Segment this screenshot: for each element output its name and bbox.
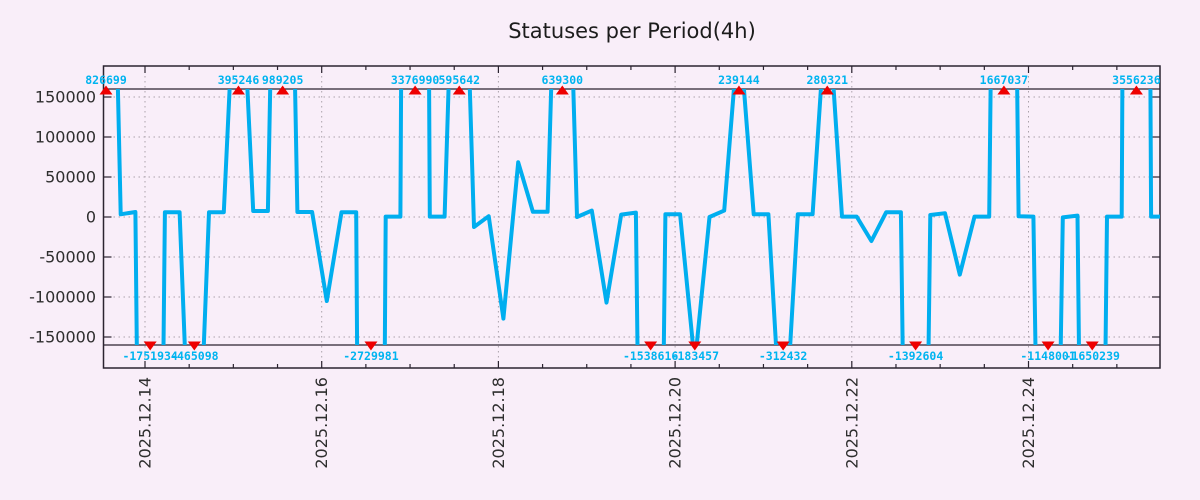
x-axis-tick-label: 2025.12.16 [312, 377, 331, 469]
trough-marker-icon [909, 341, 923, 351]
peak-marker-icon [555, 85, 569, 95]
y-axis-tick-label: -50000 [39, 248, 96, 267]
peak-marker-icon [276, 85, 290, 95]
peak-value-label: 639300 [542, 73, 584, 87]
peak-marker-icon [997, 85, 1011, 95]
trough-value-label: -2729981 [343, 349, 398, 363]
peak-marker-icon [732, 85, 746, 95]
x-axis-tick-label: 2025.12.24 [1019, 377, 1038, 469]
y-axis-tick-label: 0 [86, 208, 96, 227]
peak-marker-icon [452, 85, 466, 95]
trough-value-label: -1392604 [888, 349, 943, 363]
y-axis-tick-label: 150000 [35, 88, 96, 107]
trough-value-label: -465098 [170, 349, 219, 363]
data-series-line [115, 89, 1160, 345]
x-axis-tick-label: 2025.12.14 [136, 377, 155, 469]
trough-value-label: -1538616 [623, 349, 678, 363]
peak-marker-icon [820, 85, 834, 95]
x-axis-tick-label: 2025.12.22 [842, 377, 861, 469]
trough-value-label: -1650239 [1065, 349, 1120, 363]
peak-marker-icon [231, 85, 245, 95]
y-axis-tick-label: -150000 [29, 328, 96, 347]
peak-marker-icon [408, 85, 422, 95]
trough-value-label: -183457 [671, 349, 720, 363]
peak-value-label: 826699 [85, 73, 127, 87]
peak-value-label: 3556236 [1112, 73, 1161, 87]
peak-value-label: 989205 [262, 73, 304, 87]
peak-value-label: 395246 [218, 73, 260, 87]
peak-marker-icon [1129, 85, 1143, 95]
y-axis-tick-label: -100000 [29, 288, 96, 307]
trough-marker-icon [776, 341, 790, 351]
trough-marker-icon [364, 341, 378, 351]
plot-area: 826699 -1751934-465098 395246 989205 -272998… [29, 65, 1161, 469]
trough-value-label: -312432 [759, 349, 807, 363]
trough-marker-icon [187, 341, 201, 351]
trough-marker-icon [1085, 341, 1099, 351]
peak-value-label: 3376990 [391, 73, 440, 87]
trough-marker-icon [688, 341, 702, 351]
trough-marker-icon [1041, 341, 1055, 351]
trough-marker-icon [644, 341, 658, 351]
peak-value-label: 239144 [718, 73, 760, 87]
peak-value-label: 595642 [439, 73, 481, 87]
trough-value-label: -1148001 [1020, 349, 1075, 363]
peak-value-label: 1667037 [980, 73, 1029, 87]
y-axis-tick-label: 100000 [35, 128, 96, 147]
peak-value-label: 280321 [807, 73, 849, 87]
trough-value-label: -1751934 [122, 349, 177, 363]
y-axis-tick-label: 50000 [45, 168, 96, 187]
plot-frame [102, 65, 1161, 369]
chart-title: Statuses per Period(4h) [508, 19, 756, 43]
x-axis-tick-label: 2025.12.18 [489, 377, 508, 469]
x-axis-tick-label: 2025.12.20 [666, 377, 685, 469]
peak-marker-icon [99, 85, 113, 95]
trough-marker-icon [143, 341, 157, 351]
